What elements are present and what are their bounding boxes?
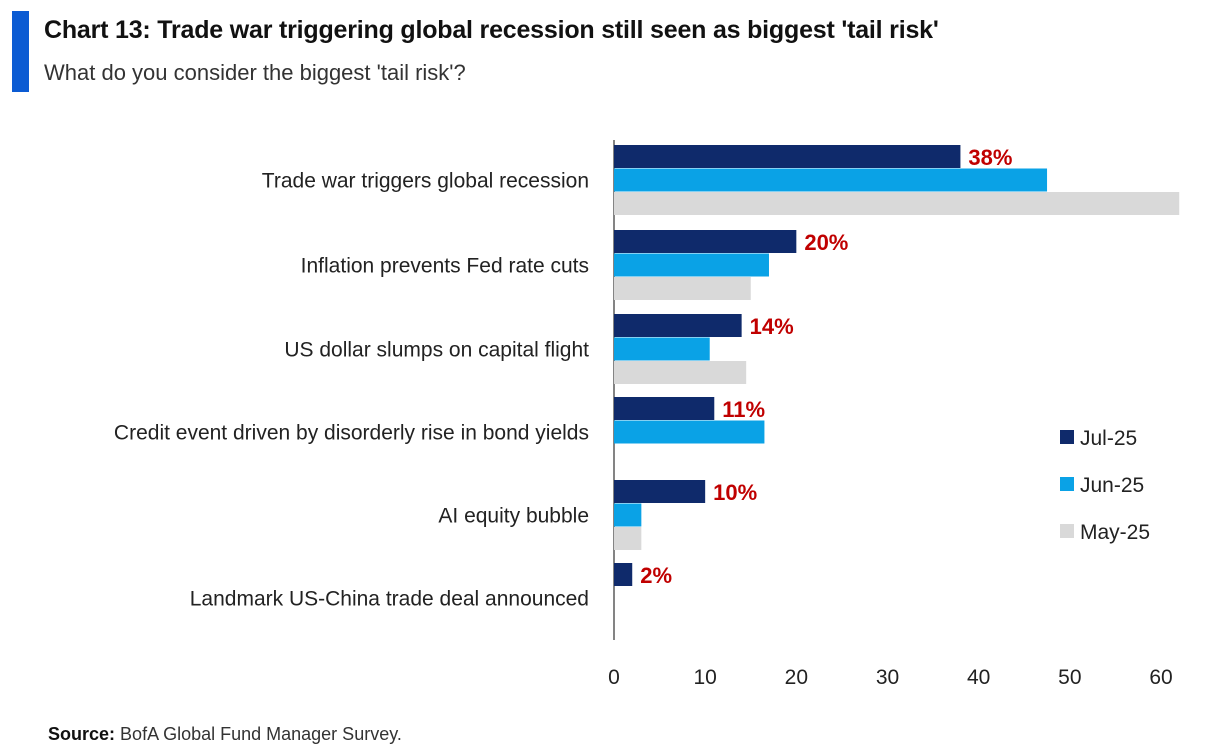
category-label: Credit event driven by disorderly rise i… xyxy=(114,422,589,445)
bar-may-25-1 xyxy=(614,277,751,300)
legend-swatch-may-25 xyxy=(1060,524,1074,538)
x-tick-label: 40 xyxy=(967,666,990,689)
bar-jun-25-1 xyxy=(614,253,769,277)
category-label: Landmark US-China trade deal announced xyxy=(190,588,589,611)
legend-swatch-jul-25 xyxy=(1060,430,1074,444)
x-tick-label: 10 xyxy=(693,666,716,689)
data-label: 11% xyxy=(722,397,765,422)
bar-jul-25-3 xyxy=(614,397,715,420)
x-tick-label: 30 xyxy=(876,666,899,689)
bar-jun-25-2 xyxy=(614,337,710,361)
data-label: 14% xyxy=(750,314,794,339)
bar-may-25-2 xyxy=(614,361,747,384)
bar-jul-25-4 xyxy=(614,480,706,503)
bar-jun-25-3 xyxy=(614,420,765,444)
data-label: 38% xyxy=(968,145,1012,170)
x-tick-label: 20 xyxy=(785,666,808,689)
x-tick-label: 50 xyxy=(1058,666,1081,689)
chart-subtitle: What do you consider the biggest 'tail r… xyxy=(44,60,466,85)
source-label: Source: xyxy=(48,724,116,744)
bar-jul-25-1 xyxy=(614,230,797,253)
chart-title: Chart 13: Trade war triggering global re… xyxy=(44,16,939,44)
bar-jun-25-4 xyxy=(614,503,642,527)
bar-jul-25-2 xyxy=(614,314,742,337)
source-note: Source: BofA Global Fund Manager Survey. xyxy=(48,724,402,745)
source-text: BofA Global Fund Manager Survey. xyxy=(120,724,402,744)
legend-label: Jun-25 xyxy=(1080,474,1144,497)
category-label: Trade war triggers global recession xyxy=(262,170,589,193)
data-label: 20% xyxy=(804,230,848,255)
legend-label: May-25 xyxy=(1080,521,1150,544)
data-label: 10% xyxy=(713,480,757,505)
x-tick-label: 60 xyxy=(1149,666,1172,689)
data-label: 2% xyxy=(640,563,672,588)
bar-jun-25-0 xyxy=(614,168,1048,192)
category-label: Inflation prevents Fed rate cuts xyxy=(301,255,589,278)
legend-label: Jul-25 xyxy=(1080,427,1137,450)
category-label: US dollar slumps on capital flight xyxy=(284,339,589,362)
bar-jul-25-5 xyxy=(614,563,633,586)
bar-may-25-4 xyxy=(614,527,642,550)
category-label: AI equity bubble xyxy=(438,505,589,528)
bar-jul-25-0 xyxy=(614,145,961,168)
x-tick-label: 0 xyxy=(608,666,620,689)
title-accent-bar xyxy=(12,11,29,92)
legend-swatch-jun-25 xyxy=(1060,477,1074,491)
bar-may-25-0 xyxy=(614,192,1180,215)
